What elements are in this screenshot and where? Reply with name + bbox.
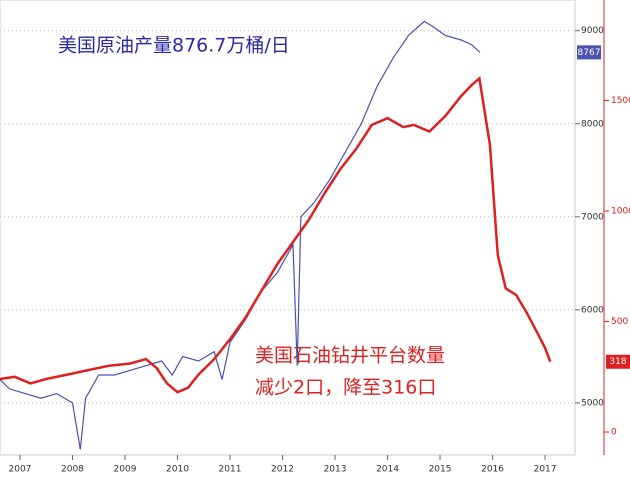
value-tag: [577, 45, 601, 60]
y2-tick-label: 0: [611, 428, 617, 438]
value-label: 8767: [578, 48, 601, 58]
x-tick-label: 2008: [61, 465, 84, 475]
y2-tick-label: 1000: [611, 207, 630, 217]
y-tick-label: 8000: [581, 119, 604, 129]
annotation: 美国石油钻井平台数量: [255, 345, 445, 367]
series-line: [0, 20, 481, 450]
x-tick-label: 2011: [219, 465, 242, 475]
x-tick-label: 2013: [324, 465, 347, 475]
x-tick-label: 2015: [429, 465, 452, 475]
series-line: [0, 75, 552, 394]
x-tick-label: 2010: [166, 465, 189, 475]
y-tick-label: 5000: [581, 398, 604, 408]
annotation: 美国原油产量876.7万桶/日: [58, 35, 290, 57]
x-tick-label: 2017: [534, 465, 557, 475]
y-tick-label: 6000: [581, 305, 604, 315]
x-tick-label: 2014: [376, 465, 399, 475]
value-label: 318: [609, 357, 626, 367]
x-tick-label: 2016: [481, 465, 504, 475]
annotation: 减少2口，降至316口: [255, 377, 436, 399]
y2-tick-label: 1500: [611, 96, 630, 106]
value-tag: [606, 354, 630, 369]
x-tick-label: 2009: [114, 465, 137, 475]
y-tick-label: 9000: [581, 26, 604, 36]
x-tick-label: 2007: [9, 465, 32, 475]
y-tick-label: 7000: [581, 212, 604, 222]
x-tick-label: 2012: [271, 465, 294, 475]
y2-tick-label: 500: [611, 317, 628, 327]
